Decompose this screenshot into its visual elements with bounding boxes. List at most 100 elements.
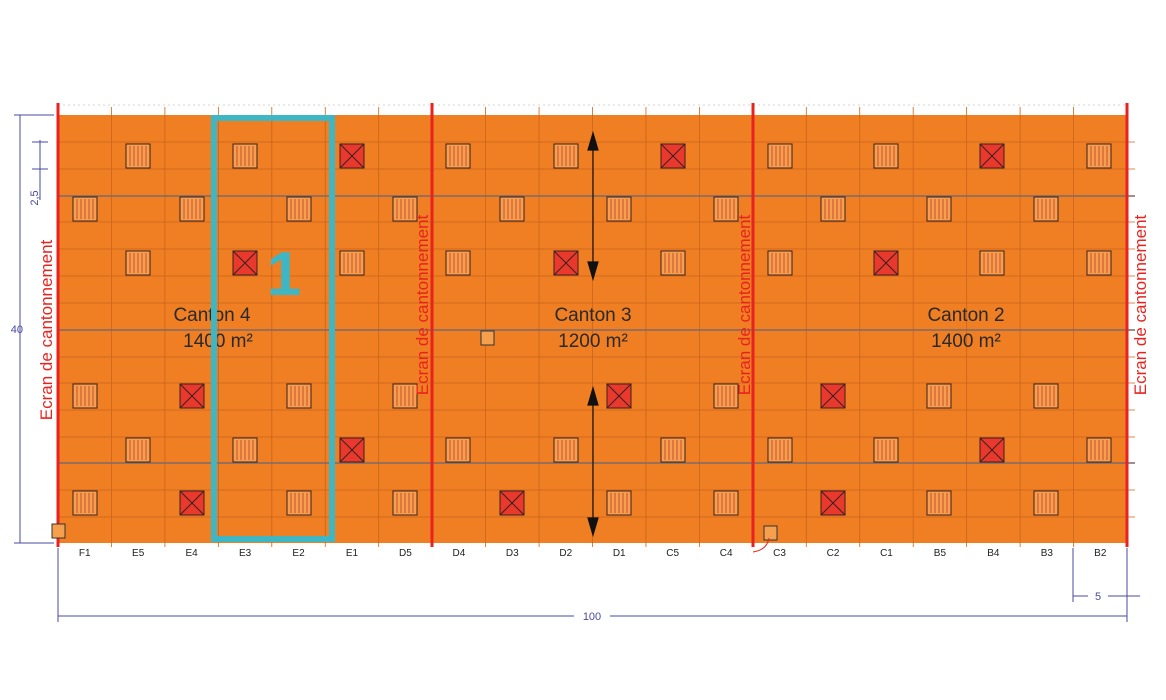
skylight-icon: [1033, 490, 1059, 516]
column-label: D2: [559, 548, 572, 559]
skylight-icon: [767, 143, 793, 169]
dimension-bay: 5: [1095, 591, 1101, 603]
skylight-icon: [767, 437, 793, 463]
dimension-width: 100: [583, 611, 601, 623]
skylight-icon: [873, 143, 899, 169]
smoke-vent-icon: [553, 250, 579, 276]
smoke-screens: [56, 103, 1129, 547]
smoke-vent-icon: [979, 437, 1005, 463]
smoke-vent-icon: [873, 250, 899, 276]
column-label: E5: [132, 548, 145, 559]
skylight-icon: [125, 250, 151, 276]
smoke-vent-icon: [232, 250, 258, 276]
smoke-vent-icon: [499, 490, 525, 516]
column-label: D3: [506, 548, 519, 559]
roof-openings: [72, 143, 1112, 516]
skylight-icon: [553, 143, 579, 169]
skylight-icon: [660, 437, 686, 463]
column-labels: F1 E5 E4 E3 E2 E1 D5 D4 D3 D2 D1 C5 C4 C3 C2 C1 B5 B4 B3 B2: [79, 548, 1107, 559]
canton-2-name: Canton 2: [927, 305, 1004, 326]
column-label: B5: [934, 548, 947, 559]
column-label: C5: [666, 548, 679, 559]
skylight-icon: [499, 196, 525, 222]
skylight-icon: [767, 250, 793, 276]
skylight-icon: [820, 196, 846, 222]
skylight-icon: [926, 490, 952, 516]
column-label: E3: [239, 548, 252, 559]
smoke-vent-icon: [339, 143, 365, 169]
skylight-icon: [125, 437, 151, 463]
airflow-arrows: [587, 130, 599, 538]
skylight-icon: [979, 250, 1005, 276]
column-label: E4: [186, 548, 199, 559]
skylight-icon: [72, 196, 98, 222]
canton-2-area: 1400 m²: [931, 331, 1001, 352]
screen-label-left: Ecran de cantonnement: [37, 239, 56, 420]
smoke-vent-icon: [179, 490, 205, 516]
smoke-vent-icon: [179, 383, 205, 409]
skylight-icon: [392, 383, 418, 409]
skylight-icon: [1033, 383, 1059, 409]
smoke-vent-icon: [339, 437, 365, 463]
skylight-icon: [606, 196, 632, 222]
dimension-depth: 40: [11, 324, 23, 336]
dimension-vent-spacing: 2,5: [29, 190, 41, 205]
skylight-icon: [72, 383, 98, 409]
door-swing-icon: [752, 537, 770, 553]
skylight-icon: [873, 437, 899, 463]
skylight-icon: [232, 437, 258, 463]
column-label: B4: [987, 548, 1000, 559]
skylight-icon: [392, 196, 418, 222]
skylight-icon: [713, 196, 739, 222]
canton-3-area: 1200 m²: [558, 331, 628, 352]
screen-label-right: Ecran de cantonnement: [1131, 214, 1150, 395]
canton-3-name: Canton 3: [554, 305, 631, 326]
skylight-icon: [72, 490, 98, 516]
column-label: B3: [1041, 548, 1054, 559]
skylight-icon: [926, 196, 952, 222]
skylight-icon: [713, 383, 739, 409]
smoke-vent-icon: [979, 143, 1005, 169]
skylight-icon: [926, 383, 952, 409]
skylight-icon: [286, 383, 312, 409]
column-label: C3: [773, 548, 786, 559]
exit-door-icon: [51, 330, 778, 541]
skylight-icon: [1086, 437, 1112, 463]
skylight-icon: [606, 490, 632, 516]
skylight-icon: [286, 490, 312, 516]
smoke-vent-icon: [820, 490, 846, 516]
canton-4-area: 1400 m²: [183, 331, 253, 352]
column-label: C1: [880, 548, 893, 559]
screen-label-2: Ecran de cantonnement: [735, 214, 754, 395]
skylight-icon: [445, 143, 471, 169]
skylight-icon: [445, 250, 471, 276]
column-label: B2: [1094, 548, 1107, 559]
column-label: C4: [720, 548, 733, 559]
skylight-icon: [232, 143, 258, 169]
column-label: E1: [346, 548, 359, 559]
column-label: C2: [827, 548, 840, 559]
column-label: D4: [452, 548, 465, 559]
skylight-icon: [339, 250, 365, 276]
skylight-icon: [660, 250, 686, 276]
structural-grid: [58, 104, 1135, 547]
smoke-vent-icon: [606, 383, 632, 409]
smoke-vent-icon: [660, 143, 686, 169]
screen-label-1: Ecran de cantonnement: [413, 214, 432, 395]
skylight-icon: [286, 196, 312, 222]
skylight-icon: [125, 143, 151, 169]
skylight-icon: [392, 490, 418, 516]
skylight-icon: [1086, 250, 1112, 276]
skylight-icon: [445, 437, 471, 463]
skylight-icon: [713, 490, 739, 516]
column-label: F1: [79, 548, 91, 559]
smoke-vent-icon: [820, 383, 846, 409]
skylight-icon: [179, 196, 205, 222]
highlight-zone: [211, 115, 335, 542]
skylight-icon: [1086, 143, 1112, 169]
skylight-icon: [1033, 196, 1059, 222]
column-label: D5: [399, 548, 412, 559]
column-label: E2: [292, 548, 305, 559]
skylight-icon: [553, 437, 579, 463]
